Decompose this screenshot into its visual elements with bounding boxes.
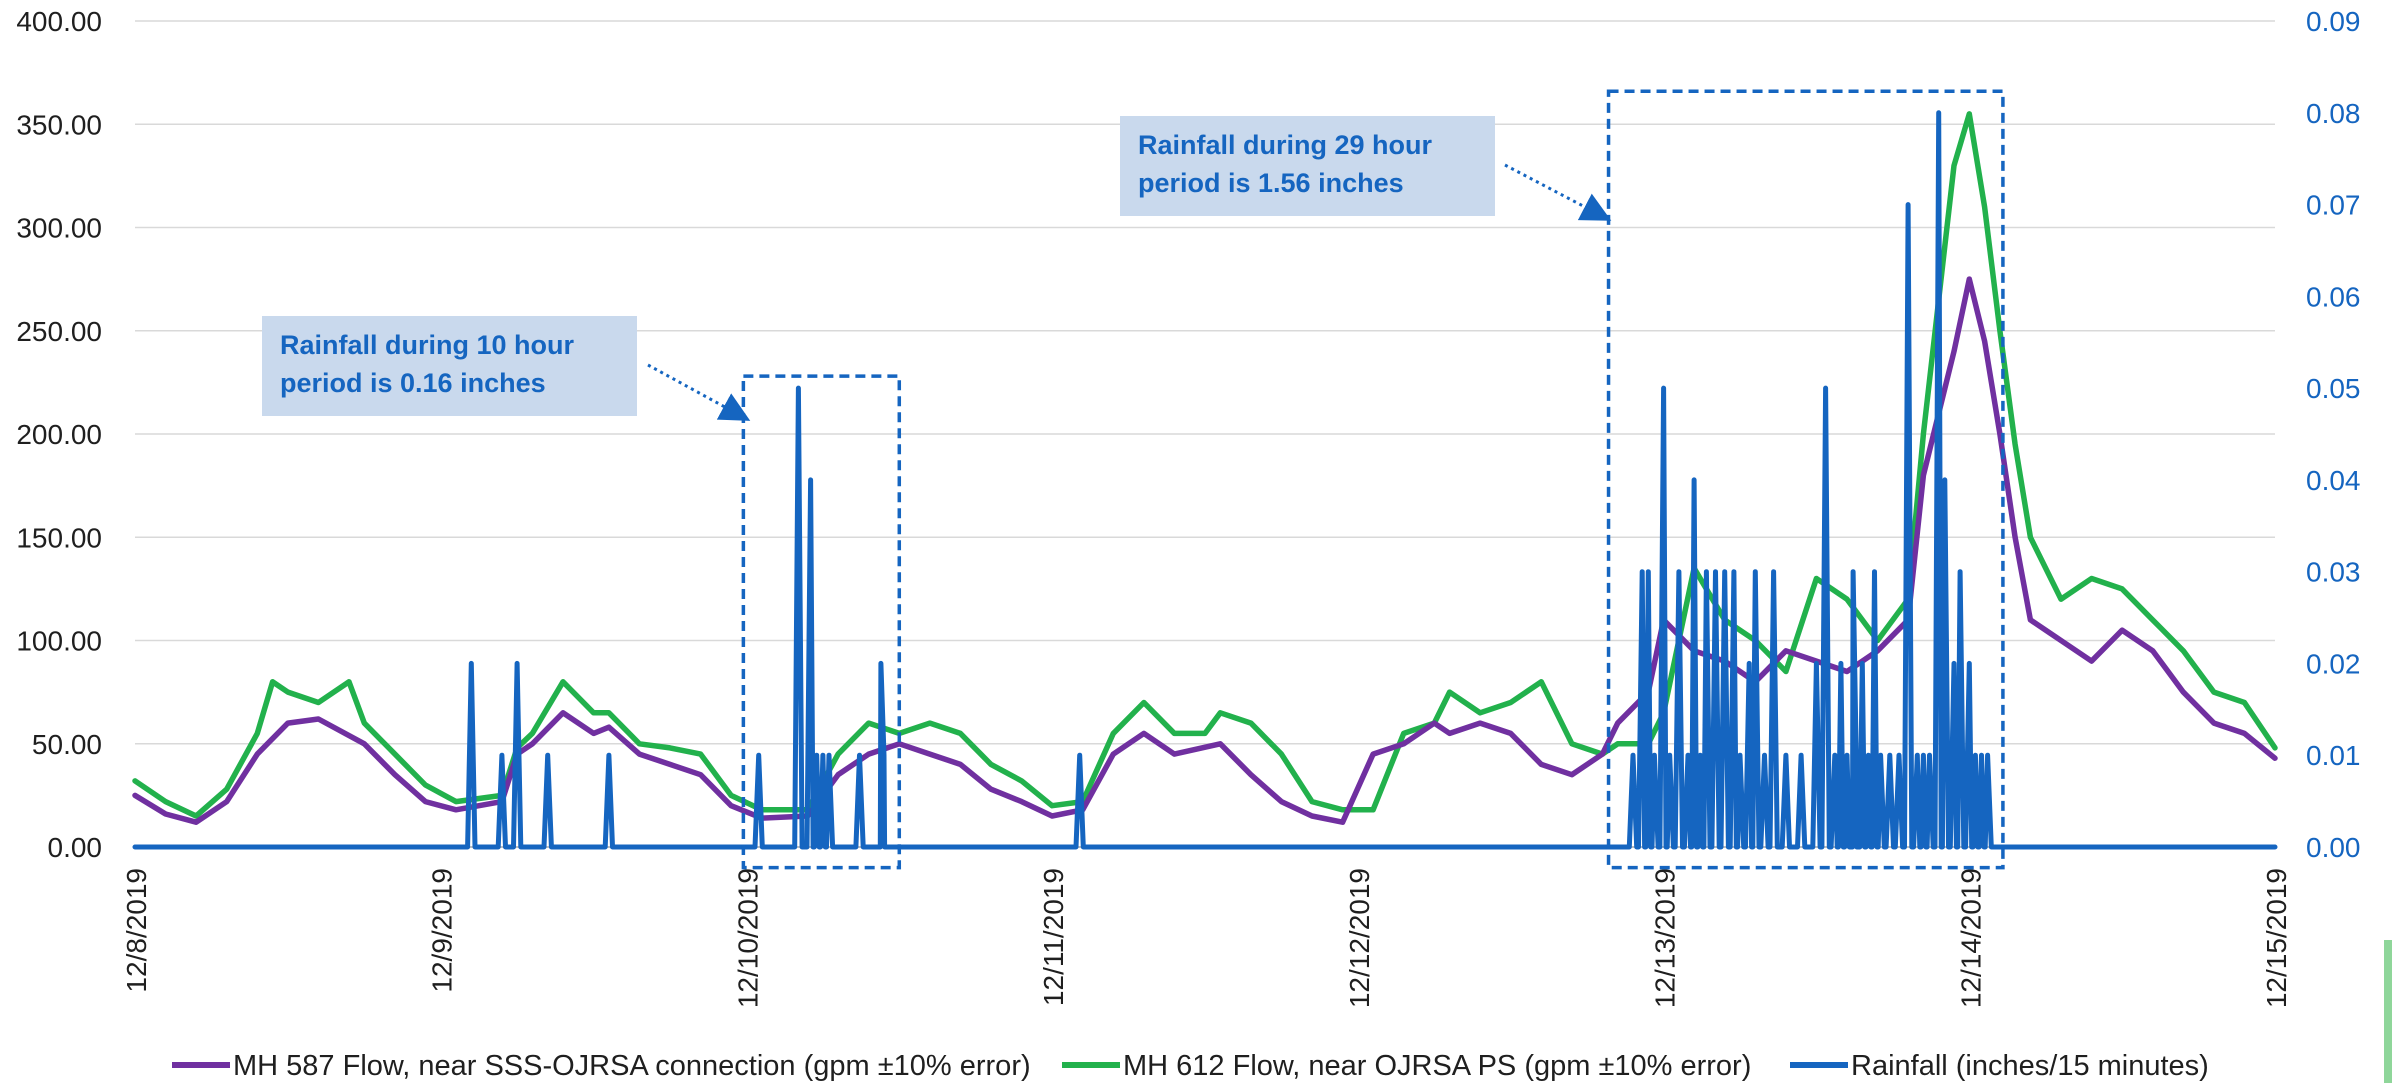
right-tick-label: 0.01 <box>2306 740 2361 771</box>
highlight-box <box>741 374 902 870</box>
legend-label: MH 587 Flow, near SSS-OJRSA connection (… <box>233 1050 1031 1082</box>
annotation-text: period is 0.16 inches <box>280 368 546 398</box>
annotation-text: Rainfall during 29 hour <box>1138 130 1433 160</box>
series-line-1 <box>132 111 2278 819</box>
left-tick-label: 250.00 <box>16 316 102 347</box>
series-line-2 <box>132 110 2278 850</box>
right-tick-label: 0.07 <box>2306 190 2361 221</box>
x-tick-label: 12/13/2019 <box>1650 868 1681 1008</box>
edge-accent <box>2384 940 2392 1083</box>
right-tick-label: 0.06 <box>2306 281 2361 312</box>
left-tick-label: 300.00 <box>16 213 102 244</box>
legend-label: MH 612 Flow, near OJRSA PS (gpm ±10% err… <box>1123 1050 1751 1082</box>
right-y-axis: 0.00 0.01 0.02 0.03 0.04 0.05 0.06 0.07 0.08 0.09 <box>2306 6 2361 863</box>
x-tick-label: 12/12/2019 <box>1344 868 1375 1008</box>
x-axis: 12/8/2019 12/9/2019 12/10/2019 12/11/2019 12… <box>121 846 2292 1008</box>
x-tick-label: 12/15/2019 <box>2261 868 2292 1008</box>
right-tick-label: 0.08 <box>2306 98 2361 129</box>
left-tick-label: 50.00 <box>32 729 102 760</box>
x-tick-label: 12/14/2019 <box>1955 868 1986 1008</box>
right-tick-label: 0.05 <box>2306 373 2361 404</box>
annotation-label-bg <box>262 316 637 416</box>
x-tick-label: 12/8/2019 <box>121 868 152 993</box>
left-y-axis: 0.00 50.00 100.00 150.00 200.00 250.00 300.00 3… <box>16 6 102 863</box>
right-tick-label: 0.00 <box>2306 832 2361 863</box>
annotation-text: period is 1.56 inches <box>1138 168 1404 198</box>
x-tick-label: 12/11/2019 <box>1038 868 1069 1006</box>
legend-label: Rainfall (inches/15 minutes) <box>1851 1050 2209 1082</box>
legend: MH 587 Flow, near SSS-OJRSA connection (… <box>172 1050 2209 1082</box>
left-tick-label: 350.00 <box>16 109 102 140</box>
series-lines <box>132 110 2278 850</box>
left-tick-label: 150.00 <box>16 522 102 553</box>
right-tick-label: 0.02 <box>2306 648 2361 679</box>
annotation-label-bg <box>1120 116 1495 216</box>
left-tick-label: 100.00 <box>16 626 102 657</box>
annotation-text: Rainfall during 10 hour <box>280 330 575 360</box>
left-tick-label: 200.00 <box>16 419 102 450</box>
right-tick-label: 0.09 <box>2306 6 2361 37</box>
x-tick-label: 12/9/2019 <box>427 868 458 993</box>
left-tick-label: 0.00 <box>48 832 103 863</box>
series-line-0 <box>132 276 2278 825</box>
right-tick-label: 0.04 <box>2306 465 2361 496</box>
annotation-arrow <box>1504 163 1612 221</box>
left-tick-label: 400.00 <box>16 6 102 37</box>
annotation-arrow <box>647 363 751 421</box>
highlight-box <box>1606 89 2005 870</box>
x-tick-label: 12/10/2019 <box>732 868 763 1008</box>
annotations: Rainfall during 10 hour period is 0.16 in… <box>262 89 2005 870</box>
right-tick-label: 0.03 <box>2306 557 2361 588</box>
